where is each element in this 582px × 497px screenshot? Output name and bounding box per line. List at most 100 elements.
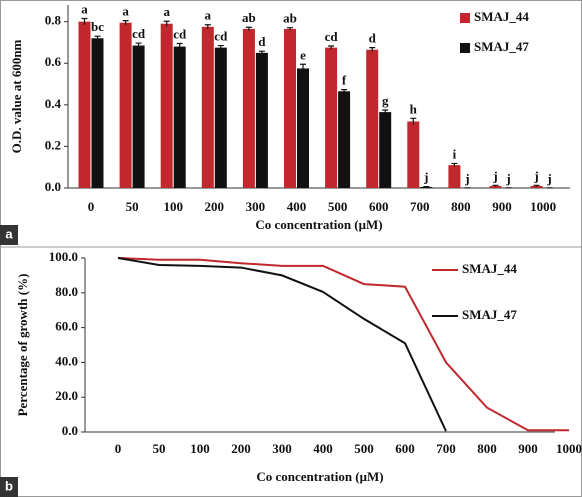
bar <box>325 47 338 189</box>
series-line <box>117 257 447 432</box>
x-tick-label: 700 <box>436 441 456 456</box>
x-tick-label: 50 <box>153 441 166 456</box>
significance-letter: a <box>163 4 170 19</box>
error-bar <box>122 19 129 25</box>
bar <box>379 112 392 188</box>
bar <box>255 52 268 188</box>
y-tick-label: 0.6 <box>45 54 62 69</box>
x-tick-label: 500 <box>328 199 348 214</box>
significance-letter: g <box>382 93 389 108</box>
y-tick-label: 20.0 <box>55 388 78 403</box>
x-tick-label: 600 <box>369 199 389 214</box>
bar <box>242 28 255 189</box>
y-axis-label: Percentage of growth (%) <box>15 274 30 417</box>
error-bar <box>382 109 389 115</box>
panel-label: b <box>5 478 13 493</box>
legend-label: SMAJ_47 <box>474 39 529 54</box>
bar <box>173 46 186 188</box>
error-bar <box>341 89 348 93</box>
bar <box>160 23 173 188</box>
error-bar <box>300 63 306 73</box>
legend-label: SMAJ_47 <box>462 307 517 322</box>
panel-badge <box>0 477 18 497</box>
significance-letter: a <box>205 8 212 23</box>
significance-letter: e <box>300 47 306 62</box>
y-tick-label: 0.2 <box>45 137 61 152</box>
error-bar <box>81 17 88 25</box>
significance-letter: cd <box>132 26 146 41</box>
error-bar <box>328 45 335 50</box>
x-tick-label: 1000 <box>556 441 582 456</box>
error-bar <box>163 20 170 27</box>
x-tick-label: 300 <box>246 199 266 214</box>
bar <box>448 165 461 188</box>
significance-letter: f <box>342 73 347 88</box>
x-tick-label: 900 <box>518 441 538 456</box>
error-bar <box>245 26 252 31</box>
significance-letter: d <box>258 34 266 49</box>
bar <box>201 26 214 188</box>
x-tick-label: 600 <box>395 441 415 456</box>
x-tick-label: 100 <box>163 199 183 214</box>
error-bar <box>94 35 101 41</box>
panel-label: a <box>5 226 13 241</box>
x-tick-label: 300 <box>272 441 292 456</box>
error-bar <box>533 184 540 187</box>
significance-letter: ab <box>283 11 297 26</box>
x-tick-label: 900 <box>492 199 512 214</box>
y-tick-label: 80.0 <box>55 284 78 299</box>
panel-badge <box>0 225 18 245</box>
error-bar <box>217 44 224 50</box>
significance-letter: j <box>546 171 551 186</box>
x-axis-label: Co concentration (μM) <box>256 469 383 484</box>
error-bar <box>135 42 142 49</box>
legend-label: SMAJ_44 <box>474 9 529 24</box>
bar <box>338 91 351 188</box>
x-tick-label: 700 <box>410 199 430 214</box>
x-tick-label: 800 <box>477 441 497 456</box>
legend-label: SMAJ_44 <box>462 261 517 276</box>
significance-letter: j <box>423 170 428 185</box>
bar <box>420 186 433 188</box>
error-bar <box>204 24 211 29</box>
x-tick-label: 800 <box>451 199 471 214</box>
significance-letter: d <box>369 31 377 46</box>
legend-swatch <box>460 43 470 53</box>
y-tick-label: 40.0 <box>55 353 78 368</box>
significance-letter: j <box>505 171 510 186</box>
error-bar <box>451 162 458 167</box>
y-tick-label: 60.0 <box>55 319 78 334</box>
x-tick-label: 500 <box>354 441 374 456</box>
significance-letter: i <box>453 146 457 161</box>
error-bar <box>369 47 376 52</box>
y-tick-label: 0.8 <box>45 13 62 28</box>
x-tick-label: 50 <box>126 199 139 214</box>
x-tick-label: 200 <box>205 199 225 214</box>
bar <box>91 38 104 188</box>
x-tick-label: 0 <box>115 441 122 456</box>
y-axis-label: O.D. value at 600nm <box>9 39 24 153</box>
error-bar <box>423 185 430 188</box>
bar <box>132 45 145 189</box>
significance-letter: h <box>410 101 418 116</box>
bar <box>119 22 132 189</box>
y-tick-label: 0.4 <box>45 96 62 111</box>
x-tick-label: 1000 <box>530 199 556 214</box>
significance-letter: a <box>81 2 88 17</box>
significance-letter: j <box>533 168 538 183</box>
significance-letter: cd <box>325 29 339 44</box>
bar <box>78 21 91 188</box>
significance-letter: j <box>492 168 497 183</box>
bar <box>407 121 420 188</box>
error-bar <box>410 117 417 125</box>
significance-letter: bc <box>91 19 104 34</box>
error-bar <box>492 184 499 187</box>
y-tick-label: 0.0 <box>62 423 78 438</box>
x-tick-label: 100 <box>190 441 210 456</box>
error-bar <box>176 42 183 50</box>
x-tick-label: 0 <box>88 199 95 214</box>
bar <box>284 28 296 189</box>
significance-letter: cd <box>173 26 187 41</box>
significance-letter: ab <box>242 10 256 25</box>
